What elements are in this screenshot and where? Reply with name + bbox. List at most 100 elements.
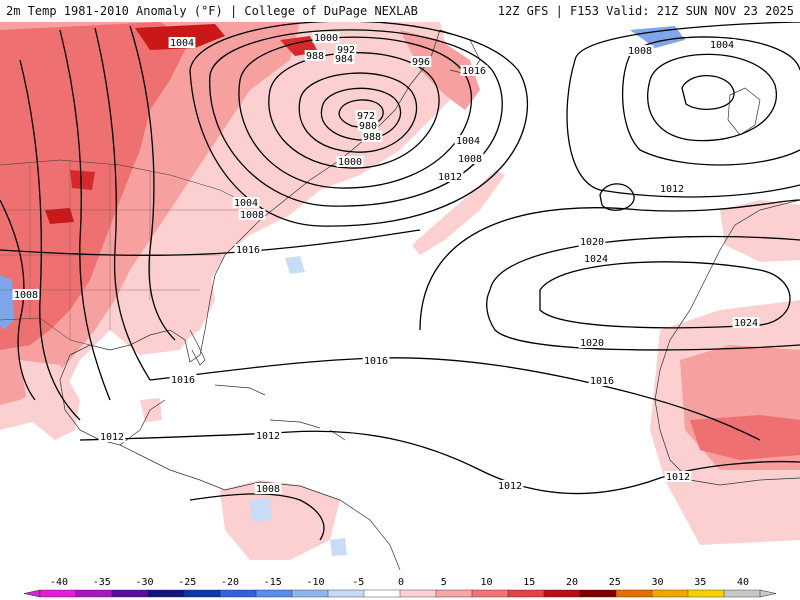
isobar-label: 1004 bbox=[168, 37, 196, 49]
legend-arrow-low bbox=[23, 589, 41, 598]
legend-tick-label: -5 bbox=[352, 577, 364, 588]
legend-color-swatch bbox=[723, 589, 761, 598]
legend-color-swatch bbox=[147, 589, 185, 598]
isobar-label-text: 1016 bbox=[171, 375, 195, 386]
isobar-label: 996 bbox=[410, 56, 432, 68]
isobar-label-text: 980 bbox=[359, 121, 377, 132]
isobar-label-bg bbox=[496, 480, 524, 491]
legend-tick-labels: -40 -35 -30 -25 -20 -15 -10 -5 0 5 10 15 20 25 30 35 40 bbox=[50, 577, 749, 588]
legend-tick-label: -10 bbox=[306, 577, 324, 588]
isobar-label-text: 1024 bbox=[734, 318, 758, 329]
isobar-label-text: 984 bbox=[335, 54, 353, 65]
isobar-label-bg bbox=[578, 236, 606, 247]
isobar-label-bg bbox=[254, 483, 282, 494]
legend-color-swatch bbox=[435, 589, 473, 598]
coastline-south-america bbox=[224, 481, 401, 570]
isobar-label-bg bbox=[357, 120, 379, 131]
legend-color-swatch bbox=[183, 589, 221, 598]
isobar-1004-west bbox=[19, 59, 81, 421]
isobar-label-text: 1016 bbox=[462, 66, 486, 77]
isobar-label: 1016 bbox=[169, 374, 197, 386]
legend-tick-label: 25 bbox=[609, 577, 621, 588]
isobar-label-text: 1012 bbox=[438, 172, 462, 183]
legend-tick-label: 20 bbox=[566, 577, 578, 588]
isobar-label-bg bbox=[312, 32, 340, 43]
cool-region-pacific-coast bbox=[0, 275, 14, 330]
isobar-1016-high bbox=[419, 199, 800, 331]
cool-spot-south-america bbox=[330, 538, 347, 556]
isobar-label-bg bbox=[98, 431, 126, 442]
isobar-label: 1012 bbox=[664, 471, 692, 483]
legend-color-swatch bbox=[327, 589, 365, 598]
isobar-label: 1012 bbox=[98, 431, 126, 443]
state-lines bbox=[0, 160, 250, 340]
isobar-label: 1016 bbox=[460, 65, 488, 77]
isobar-label: 1016 bbox=[362, 355, 390, 367]
coastline-british-isles bbox=[727, 87, 761, 136]
legend-color-swatch bbox=[687, 589, 725, 598]
isobar-label: 1000 bbox=[336, 156, 364, 168]
isobar-label: 1020 bbox=[578, 337, 606, 349]
isobar-label-bg bbox=[588, 375, 616, 386]
isobar-1008-west bbox=[0, 199, 36, 401]
isobar-label-text: 1000 bbox=[338, 157, 362, 168]
isobar-label-text: 996 bbox=[412, 57, 430, 68]
warm-spot-north bbox=[70, 170, 95, 190]
isobar-label-text: 1020 bbox=[580, 237, 604, 248]
isobar-label-bg bbox=[254, 430, 282, 441]
cool-spot-greenland bbox=[630, 26, 685, 48]
isobar-label-bg bbox=[362, 355, 390, 366]
isobar-label: 1020 bbox=[578, 236, 606, 248]
map-title-right: 12Z GFS | F153 Valid: 21Z SUN NOV 23 202… bbox=[497, 4, 794, 18]
isobar-label: 1000 bbox=[312, 32, 340, 44]
legend-tick-label: 15 bbox=[523, 577, 535, 588]
coastline-florida bbox=[189, 329, 206, 366]
isobar-label-bg bbox=[456, 153, 484, 164]
isobar-label-bg bbox=[169, 374, 197, 385]
coastline-central-america bbox=[119, 444, 226, 491]
legend-tick-label: 35 bbox=[694, 577, 706, 588]
isobar-label-bg bbox=[234, 244, 262, 255]
isobar-label-text: 1000 bbox=[314, 33, 338, 44]
isobars bbox=[0, 22, 800, 541]
legend-color-swatch bbox=[651, 589, 689, 598]
coastlines bbox=[0, 29, 800, 570]
isobar-label-text: 1016 bbox=[236, 245, 260, 256]
isobar-label: 1012 bbox=[254, 430, 282, 442]
isobar-label-bg bbox=[582, 253, 610, 264]
warm-region-southeast bbox=[125, 270, 215, 345]
isobar-label-text: 992 bbox=[337, 45, 355, 56]
border-us-canada bbox=[0, 159, 251, 206]
isobar-label-text: 1004 bbox=[234, 198, 258, 209]
legend-color-swatch bbox=[219, 589, 257, 598]
legend-color-swatch bbox=[579, 589, 617, 598]
isobar-label-bg bbox=[626, 45, 654, 56]
legend-color-swatch bbox=[255, 589, 293, 598]
isobar-label: 980 bbox=[357, 120, 379, 132]
isobar-label-bg bbox=[355, 110, 377, 121]
isobar-label-text: 1012 bbox=[256, 431, 280, 442]
warm-region-iberia bbox=[720, 200, 800, 262]
warm-region-labrador bbox=[400, 30, 480, 110]
isobar-label: 972 bbox=[355, 110, 377, 122]
legend-tick-label: -25 bbox=[178, 577, 196, 588]
legend-tick-label: 0 bbox=[398, 577, 404, 588]
legend-tick-label: -35 bbox=[93, 577, 111, 588]
isobar-label-bg bbox=[454, 135, 482, 146]
isobar-label-bg bbox=[361, 131, 383, 142]
isobar-label-text: 1016 bbox=[590, 376, 614, 387]
isobar-label: 1016 bbox=[588, 375, 616, 387]
isobar-label: 1012 bbox=[658, 183, 686, 195]
warm-region-sahel-strong bbox=[690, 415, 800, 460]
legend-color-swatch bbox=[75, 589, 113, 598]
anomaly-legend: -40 -35 -30 -25 -20 -15 -10 -5 0 5 10 15 20 25 30 35 40 bbox=[23, 577, 777, 598]
isobar-label: 1008 bbox=[238, 209, 266, 221]
map-title-left: 2m Temp 1981-2010 Anomaly (°F) | College… bbox=[6, 4, 418, 18]
legend-tick-label: 30 bbox=[651, 577, 663, 588]
isobar-label-text: 1004 bbox=[710, 40, 734, 51]
isobar-label: 1008 bbox=[456, 153, 484, 165]
isobar-label: 992 bbox=[335, 44, 357, 56]
legend-color-swatch bbox=[111, 589, 149, 598]
